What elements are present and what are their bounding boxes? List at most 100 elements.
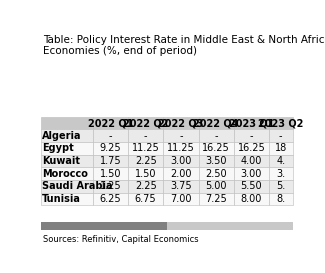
Text: 5.50: 5.50 <box>240 181 262 191</box>
FancyBboxPatch shape <box>269 117 292 129</box>
FancyBboxPatch shape <box>128 155 163 167</box>
FancyBboxPatch shape <box>93 192 128 205</box>
FancyBboxPatch shape <box>269 192 292 205</box>
FancyBboxPatch shape <box>93 129 128 142</box>
FancyBboxPatch shape <box>93 167 128 180</box>
FancyBboxPatch shape <box>93 180 128 192</box>
FancyBboxPatch shape <box>41 117 93 129</box>
FancyBboxPatch shape <box>234 142 269 155</box>
FancyBboxPatch shape <box>199 167 234 180</box>
FancyBboxPatch shape <box>163 117 199 129</box>
FancyBboxPatch shape <box>41 155 93 167</box>
Text: -: - <box>179 131 183 141</box>
Text: 1.75: 1.75 <box>100 156 121 166</box>
Text: 3.50: 3.50 <box>205 156 227 166</box>
FancyBboxPatch shape <box>269 155 292 167</box>
FancyBboxPatch shape <box>234 180 269 192</box>
FancyBboxPatch shape <box>199 117 234 129</box>
Text: 2.50: 2.50 <box>205 169 227 179</box>
Text: 3.: 3. <box>276 169 285 179</box>
FancyBboxPatch shape <box>93 155 128 167</box>
Text: 6.75: 6.75 <box>135 194 157 204</box>
Text: 2022 Q4: 2022 Q4 <box>193 118 239 128</box>
FancyBboxPatch shape <box>163 192 199 205</box>
FancyBboxPatch shape <box>234 192 269 205</box>
FancyBboxPatch shape <box>234 155 269 167</box>
Text: Sources: Refinitiv, Capital Economics: Sources: Refinitiv, Capital Economics <box>43 235 199 244</box>
FancyBboxPatch shape <box>199 155 234 167</box>
Text: Algeria: Algeria <box>42 131 81 141</box>
FancyBboxPatch shape <box>269 129 292 142</box>
Text: 2023 Q2: 2023 Q2 <box>258 118 304 128</box>
Text: 16.25: 16.25 <box>202 143 230 153</box>
FancyBboxPatch shape <box>128 180 163 192</box>
FancyBboxPatch shape <box>199 129 234 142</box>
Text: 3.75: 3.75 <box>170 181 192 191</box>
Text: 3.00: 3.00 <box>170 156 192 166</box>
Text: Table: Policy Interest Rate in Middle East & North Africa
Economies (%, end of p: Table: Policy Interest Rate in Middle Ea… <box>43 35 325 57</box>
FancyBboxPatch shape <box>269 142 292 155</box>
Text: 1.50: 1.50 <box>100 169 121 179</box>
Text: 2023 Q1: 2023 Q1 <box>229 118 274 128</box>
FancyBboxPatch shape <box>163 129 199 142</box>
FancyBboxPatch shape <box>128 117 163 129</box>
Text: -: - <box>144 131 148 141</box>
Text: 4.00: 4.00 <box>241 156 262 166</box>
FancyBboxPatch shape <box>93 142 128 155</box>
Text: 2022 Q3: 2022 Q3 <box>158 118 203 128</box>
Text: Egypt: Egypt <box>42 143 74 153</box>
Text: 11.25: 11.25 <box>167 143 195 153</box>
Text: Saudi Arabia: Saudi Arabia <box>42 181 112 191</box>
Text: 7.00: 7.00 <box>170 194 192 204</box>
Text: 8.: 8. <box>276 194 285 204</box>
FancyBboxPatch shape <box>41 167 93 180</box>
FancyBboxPatch shape <box>128 167 163 180</box>
Text: 8.00: 8.00 <box>241 194 262 204</box>
FancyBboxPatch shape <box>41 222 166 230</box>
FancyBboxPatch shape <box>199 192 234 205</box>
FancyBboxPatch shape <box>128 192 163 205</box>
Text: 5.00: 5.00 <box>205 181 227 191</box>
FancyBboxPatch shape <box>41 180 93 192</box>
Text: Tunisia: Tunisia <box>42 194 81 204</box>
FancyBboxPatch shape <box>166 222 292 230</box>
Text: 7.25: 7.25 <box>205 194 227 204</box>
FancyBboxPatch shape <box>128 142 163 155</box>
Text: 2022 Q1: 2022 Q1 <box>88 118 133 128</box>
Text: 2.00: 2.00 <box>170 169 192 179</box>
FancyBboxPatch shape <box>234 129 269 142</box>
Text: 5.: 5. <box>276 181 285 191</box>
Text: -: - <box>109 131 112 141</box>
Text: 1.50: 1.50 <box>135 169 156 179</box>
FancyBboxPatch shape <box>234 117 269 129</box>
Text: Morocco: Morocco <box>42 169 88 179</box>
FancyBboxPatch shape <box>163 155 199 167</box>
FancyBboxPatch shape <box>269 167 292 180</box>
FancyBboxPatch shape <box>41 192 93 205</box>
FancyBboxPatch shape <box>163 180 199 192</box>
Text: 2022 Q2: 2022 Q2 <box>123 118 168 128</box>
FancyBboxPatch shape <box>93 117 128 129</box>
FancyBboxPatch shape <box>41 129 93 142</box>
Text: 4.: 4. <box>276 156 285 166</box>
Text: 11.25: 11.25 <box>132 143 160 153</box>
Text: Kuwait: Kuwait <box>42 156 80 166</box>
Text: 6.25: 6.25 <box>100 194 121 204</box>
FancyBboxPatch shape <box>234 167 269 180</box>
FancyBboxPatch shape <box>41 142 93 155</box>
FancyBboxPatch shape <box>163 142 199 155</box>
Text: 1.25: 1.25 <box>100 181 121 191</box>
Text: 2.25: 2.25 <box>135 181 157 191</box>
Text: 2.25: 2.25 <box>135 156 157 166</box>
FancyBboxPatch shape <box>199 142 234 155</box>
Text: 18: 18 <box>275 143 287 153</box>
Text: 3.00: 3.00 <box>241 169 262 179</box>
Text: 9.25: 9.25 <box>100 143 121 153</box>
Text: 16.25: 16.25 <box>238 143 265 153</box>
FancyBboxPatch shape <box>163 167 199 180</box>
Text: -: - <box>279 131 282 141</box>
FancyBboxPatch shape <box>128 129 163 142</box>
FancyBboxPatch shape <box>199 180 234 192</box>
FancyBboxPatch shape <box>269 180 292 192</box>
Text: -: - <box>250 131 253 141</box>
